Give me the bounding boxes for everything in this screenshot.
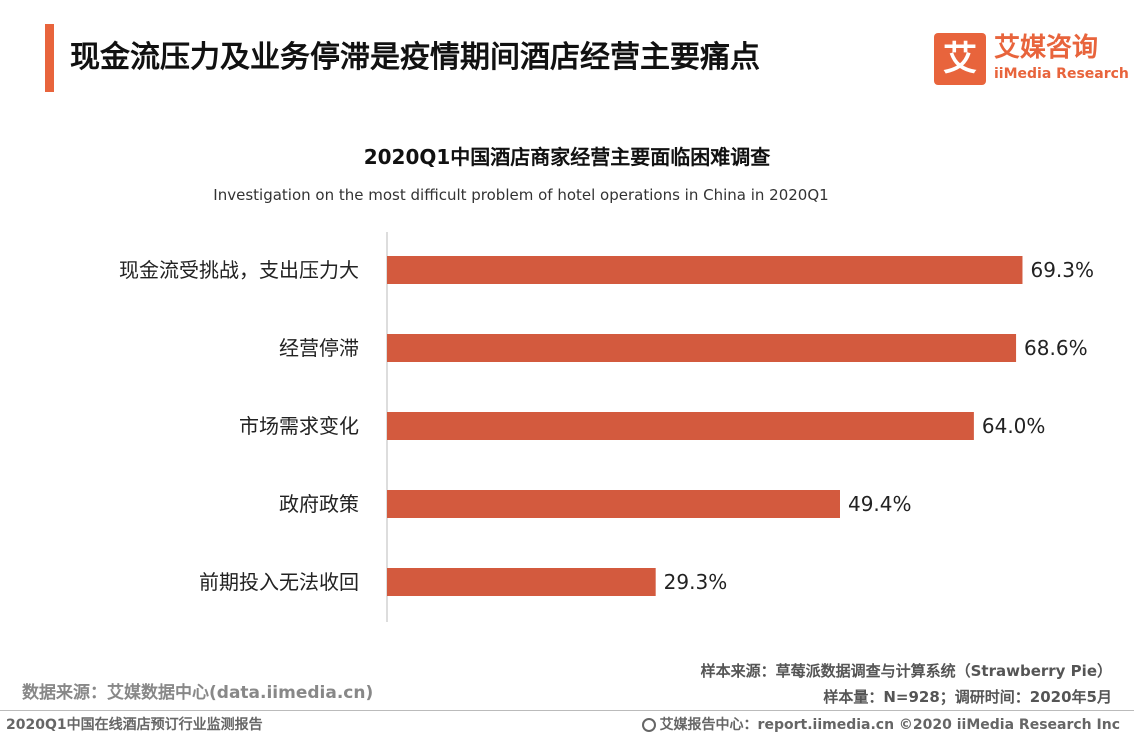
bar: [387, 256, 1023, 284]
category-label: 市场需求变化: [239, 414, 359, 438]
category-label: 现金流受挑战，支出压力大: [119, 258, 359, 282]
brand-logo: 艾 艾媒咨询 iiMedia Research: [934, 33, 1129, 85]
bar: [387, 568, 656, 596]
category-label: 经营停滞: [279, 336, 359, 360]
data-source: 数据来源：艾媒数据中心(data.iimedia.cn): [22, 683, 374, 703]
bar: [387, 412, 974, 440]
value-label: 64.0%: [982, 414, 1046, 438]
chart-subtitle: Investigation on the most difficult prob…: [213, 186, 829, 204]
logo-en-text: iiMedia Research: [994, 66, 1129, 82]
logo-cn-text: 艾媒咨询: [994, 33, 1099, 63]
footer-report-center: 艾媒报告中心：report.iimedia.cn ©2020 iiMedia R…: [641, 714, 1120, 734]
sample-info: 样本量：N=928；调研时间：2020年5月: [823, 688, 1112, 706]
value-label: 49.4%: [848, 492, 912, 516]
page-title: 现金流压力及业务停滞是疫情期间酒店经营主要痛点: [70, 40, 760, 75]
bar: [387, 490, 840, 518]
category-label: 前期投入无法收回: [199, 570, 359, 594]
sample-source: 样本来源：草莓派数据调查与计算系统（Strawberry Pie）: [700, 662, 1112, 680]
value-label: 69.3%: [1030, 258, 1094, 282]
logo-mark: 艾: [934, 33, 986, 85]
footer-center-text: 艾媒报告中心：report.iimedia.cn ©2020 iiMedia R…: [659, 717, 1120, 733]
footer-report-name: 2020Q1中国在线酒店预订行业监测报告: [6, 717, 263, 733]
chart-title: 2020Q1中国酒店商家经营主要面临困难调查: [363, 145, 771, 169]
bar: [387, 334, 1017, 362]
value-label: 68.6%: [1024, 336, 1088, 360]
globe-icon: [641, 718, 656, 732]
footer-divider: [0, 710, 1134, 711]
category-label: 政府政策: [279, 492, 359, 516]
title-accent-bar: [45, 24, 54, 92]
value-label: 29.3%: [664, 570, 728, 594]
